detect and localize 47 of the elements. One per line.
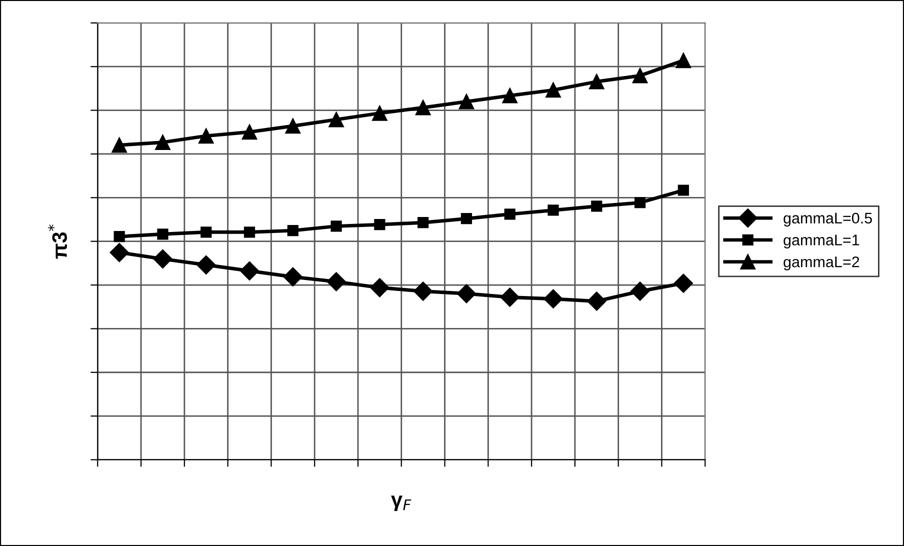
point xyxy=(678,184,689,196)
point xyxy=(328,112,344,128)
x-axis-title: γ$_{F}$ xyxy=(391,496,412,511)
point xyxy=(242,124,258,140)
point xyxy=(674,274,693,293)
point xyxy=(330,220,342,232)
point xyxy=(456,284,476,304)
point xyxy=(418,217,429,228)
point xyxy=(587,292,606,311)
point xyxy=(326,272,346,292)
legend-label: gammaL=1 xyxy=(784,234,860,248)
point xyxy=(114,231,125,242)
point xyxy=(372,106,388,121)
point xyxy=(240,261,260,280)
point xyxy=(153,249,172,268)
legend-label: gammaL=0.5 xyxy=(784,212,872,227)
point xyxy=(244,226,256,238)
point xyxy=(110,242,129,262)
point xyxy=(112,137,127,153)
point xyxy=(196,255,216,274)
point xyxy=(630,282,650,301)
point xyxy=(504,208,516,220)
point xyxy=(157,228,168,240)
point xyxy=(502,88,518,104)
point xyxy=(458,94,474,110)
point xyxy=(500,288,520,307)
point xyxy=(589,74,604,90)
point xyxy=(460,213,472,224)
point xyxy=(632,68,648,84)
point xyxy=(198,128,214,144)
point xyxy=(546,82,561,98)
point xyxy=(200,226,212,238)
point xyxy=(591,200,602,212)
point xyxy=(676,52,692,68)
y-axis-title: π3$^{*}$ xyxy=(48,224,67,259)
point xyxy=(287,225,298,236)
point xyxy=(374,219,386,230)
point xyxy=(414,282,433,301)
point xyxy=(285,118,301,134)
point xyxy=(155,134,170,150)
point xyxy=(634,197,646,208)
point xyxy=(415,100,431,116)
legend-label: gammaL=2 xyxy=(784,256,860,270)
point xyxy=(548,204,559,216)
point xyxy=(544,289,563,308)
point xyxy=(370,278,390,298)
point xyxy=(283,267,302,286)
